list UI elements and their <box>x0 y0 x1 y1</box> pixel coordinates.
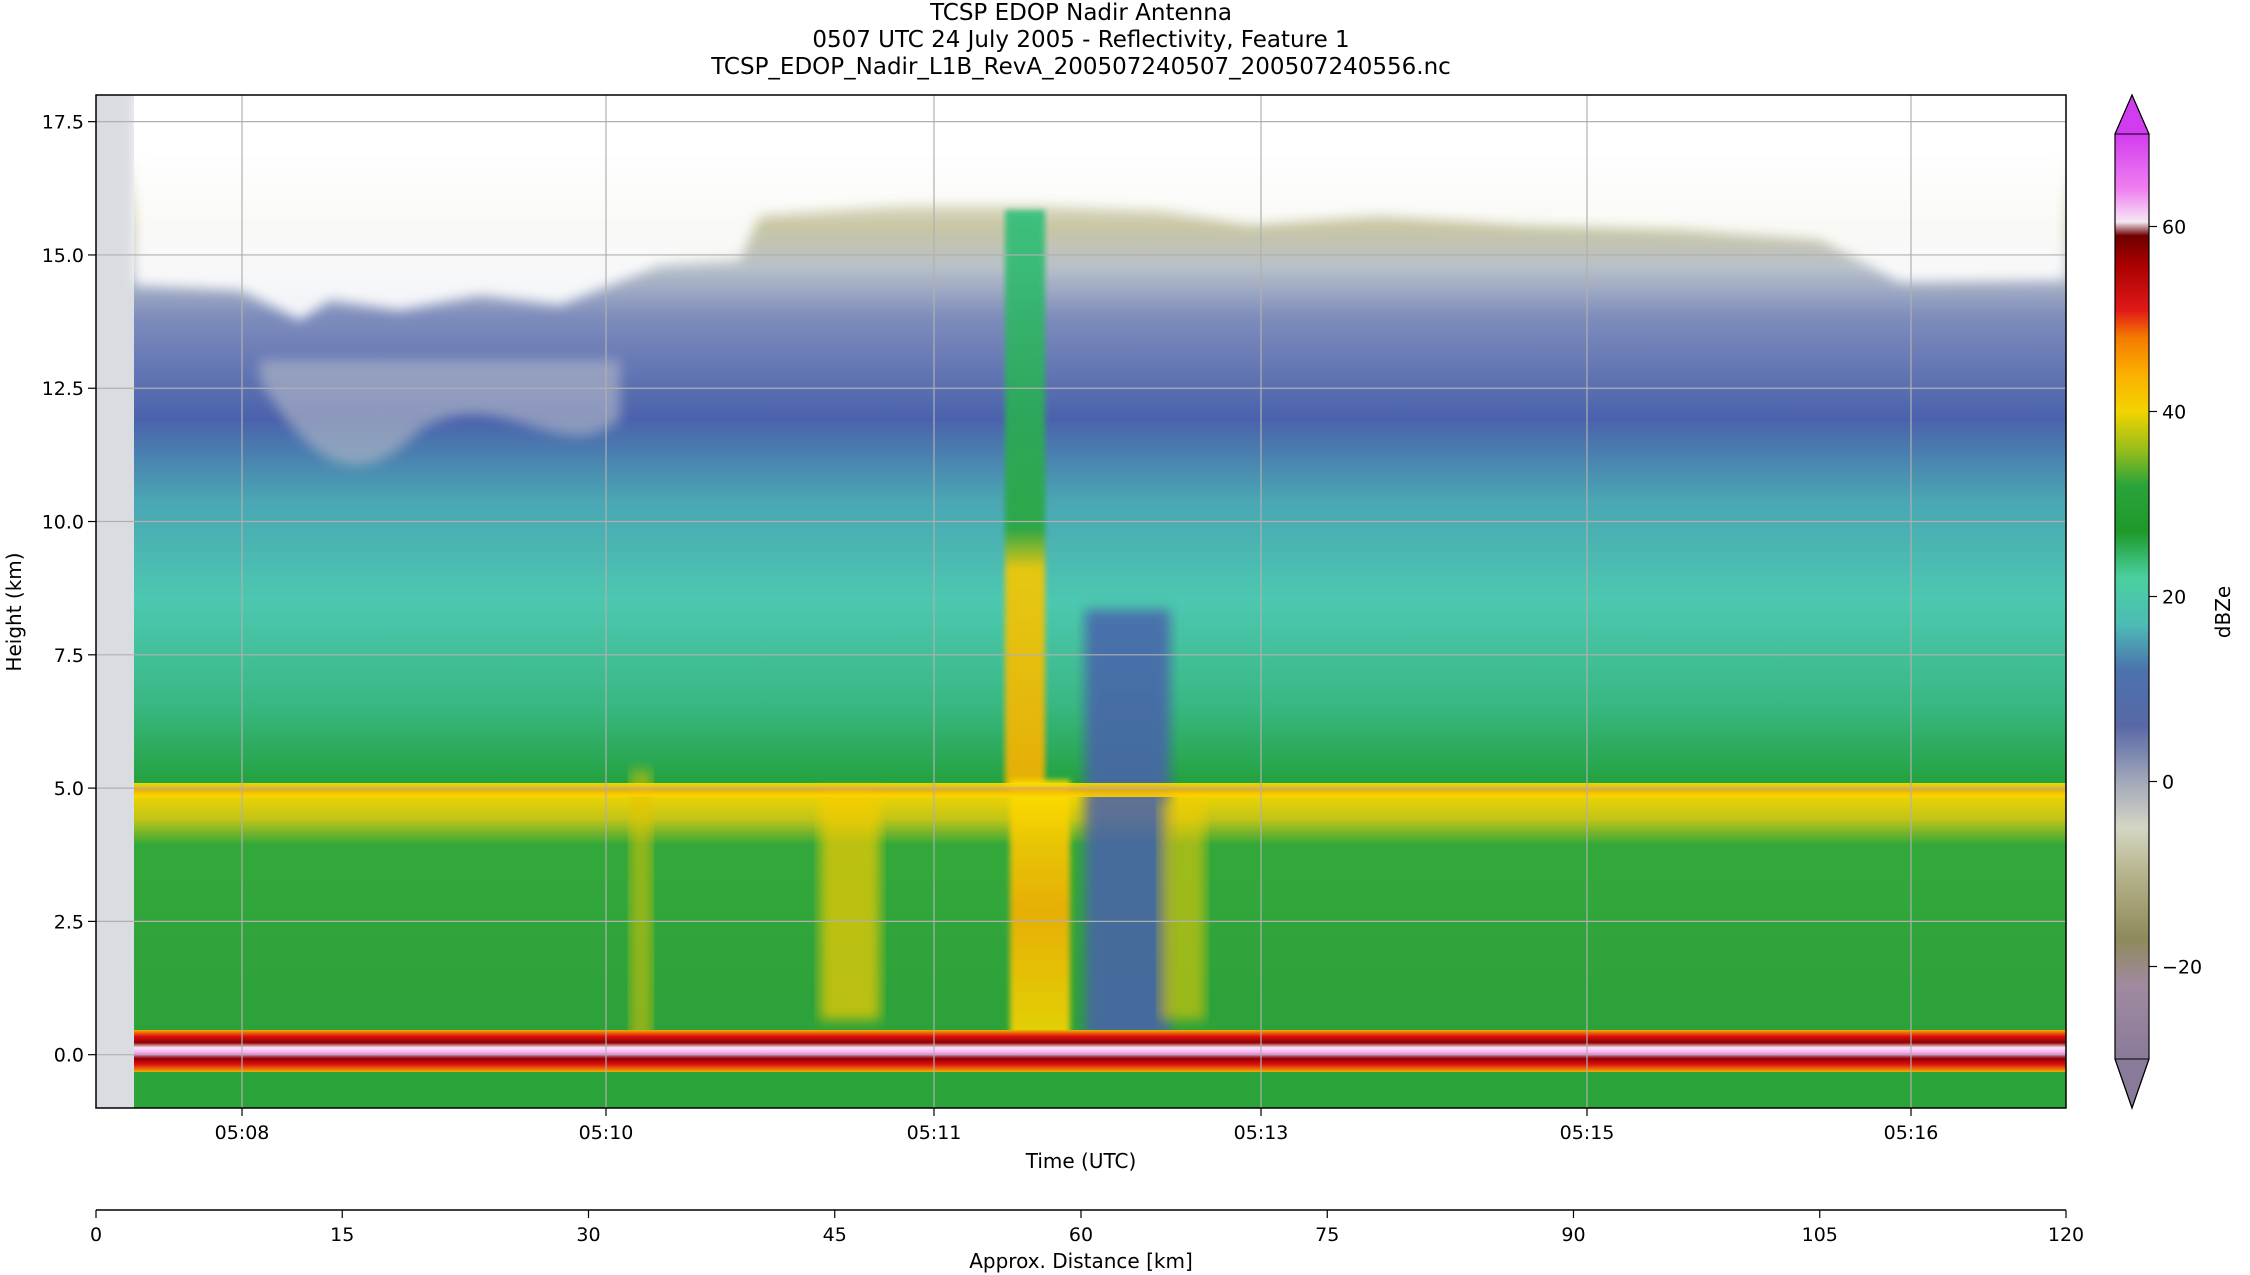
y-tick-label: 5.0 <box>54 778 84 800</box>
colorbar: −20 0 20 40 60 dBZe <box>2114 93 2235 1110</box>
distance-tick-label: 15 <box>330 1224 354 1246</box>
y-tick-label: 2.5 <box>54 911 84 933</box>
distance-axis-label: Approx. Distance [km] <box>969 1249 1193 1273</box>
colorbar-tick-label: 60 <box>2162 217 2186 239</box>
distance-tick-label: 75 <box>1315 1224 1339 1246</box>
y-tick-label: 0.0 <box>54 1045 84 1067</box>
x-tick-label: 05:11 <box>907 1122 962 1144</box>
x-tick-label: 05:16 <box>1884 1122 1939 1144</box>
x-tick-label: 05:10 <box>579 1122 634 1144</box>
distance-tick-label: 30 <box>576 1224 600 1246</box>
plot-frame <box>95 94 2067 1109</box>
y-axis-label: Height (km) <box>2 552 26 671</box>
distance-tick-label: 120 <box>2048 1224 2084 1246</box>
y-tick-label: 15.0 <box>42 245 84 267</box>
distance-tick-label: 60 <box>1069 1224 1093 1246</box>
colorbar-min-extend <box>2114 1058 2150 1110</box>
distance-tick-label: 90 <box>1561 1224 1585 1246</box>
y-tick-label: 17.5 <box>42 112 84 134</box>
chart-title-line-2: 0507 UTC 24 July 2005 - Reflectivity, Fe… <box>812 27 1350 53</box>
colorbar-ticks: −20 0 20 40 60 <box>2149 217 2202 979</box>
chart-title-line-3: TCSP_EDOP_Nadir_L1B_RevA_200507240507_20… <box>711 54 1451 80</box>
colorbar-gradient <box>2115 134 2149 1059</box>
grid-lines <box>96 95 2066 1108</box>
colorbar-outline <box>2114 93 2150 1110</box>
distance-axis: 0 15 30 45 60 75 90 105 120 <box>90 1210 2084 1246</box>
colorbar-label: dBZe <box>2211 586 2235 638</box>
colorbar-tick-label: 0 <box>2162 772 2174 794</box>
colorbar-tick-label: −20 <box>2162 957 2202 979</box>
y-tick-label: 12.5 <box>42 378 84 400</box>
x-tick-label: 05:08 <box>215 1122 270 1144</box>
distance-tick-label: 0 <box>90 1224 102 1246</box>
x-tick-label: 05:13 <box>1234 1122 1289 1144</box>
y-axis: 0.0 2.5 5.0 7.5 10.0 12.5 15.0 17.5 <box>42 112 96 1067</box>
distance-tick-label: 105 <box>1802 1224 1838 1246</box>
distance-tick-label: 45 <box>823 1224 847 1246</box>
y-tick-label: 7.5 <box>54 645 84 667</box>
x-tick-label: 05:15 <box>1560 1122 1615 1144</box>
colorbar-max-extend <box>2114 93 2150 135</box>
x-axis: 05:08 05:10 05:11 05:13 05:15 05:16 <box>215 1108 1939 1144</box>
x-axis-label: Time (UTC) <box>1025 1149 1137 1173</box>
chart-title-line-1: TCSP EDOP Nadir Antenna <box>930 0 1232 26</box>
colorbar-tick-label: 20 <box>2162 587 2186 609</box>
reflectivity-field <box>96 95 2066 1108</box>
colorbar-tick-label: 40 <box>2162 402 2186 424</box>
y-tick-label: 10.0 <box>42 512 84 534</box>
